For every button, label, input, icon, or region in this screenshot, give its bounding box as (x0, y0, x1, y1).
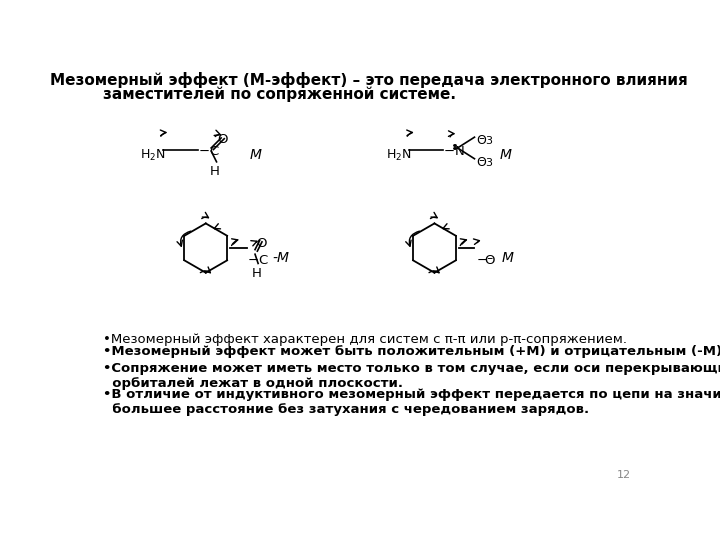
Text: Θ: Θ (476, 157, 486, 170)
Text: •В отличие от индуктивного мезомерный эффект передается по цепи на значительно
 : •В отличие от индуктивного мезомерный эф… (104, 388, 720, 416)
Text: H: H (252, 267, 261, 280)
Text: O: O (256, 237, 266, 250)
Text: M: M (501, 251, 513, 265)
Text: H: H (210, 165, 220, 178)
Text: $-$C: $-$C (198, 145, 220, 158)
Text: $-$N: $-$N (443, 145, 464, 158)
Text: O: O (217, 132, 228, 146)
Text: 12: 12 (616, 470, 631, 480)
Text: 3: 3 (485, 136, 492, 146)
Text: -M: -M (272, 251, 289, 265)
Text: •Сопряжение может иметь место только в том случае, если оси перекрывающихся
  ор: •Сопряжение может иметь место только в т… (104, 362, 720, 390)
Text: 3: 3 (485, 158, 492, 168)
Text: M: M (500, 148, 512, 162)
Text: $-\!\Theta$: $-\!\Theta$ (476, 254, 497, 267)
Text: •Мезомерный эффект может быть положительным (+М) и отрицательным (-М).: •Мезомерный эффект может быть положитель… (104, 345, 720, 358)
Text: H$_2$N: H$_2$N (140, 148, 165, 163)
Text: H$_2$N: H$_2$N (386, 148, 412, 163)
Text: заместителей по сопряженной системе.: заместителей по сопряженной системе. (104, 86, 456, 102)
Text: Θ: Θ (476, 134, 486, 147)
Text: M: M (250, 148, 261, 162)
Text: •Мезомерный эффект характерен для систем с π-π или р-π-сопряжением.: •Мезомерный эффект характерен для систем… (104, 333, 627, 346)
Text: $-$C: $-$C (248, 254, 269, 267)
Text: Мезомерный эффект (М-эффект) – это передача электронного влияния: Мезомерный эффект (М-эффект) – это перед… (50, 72, 688, 89)
